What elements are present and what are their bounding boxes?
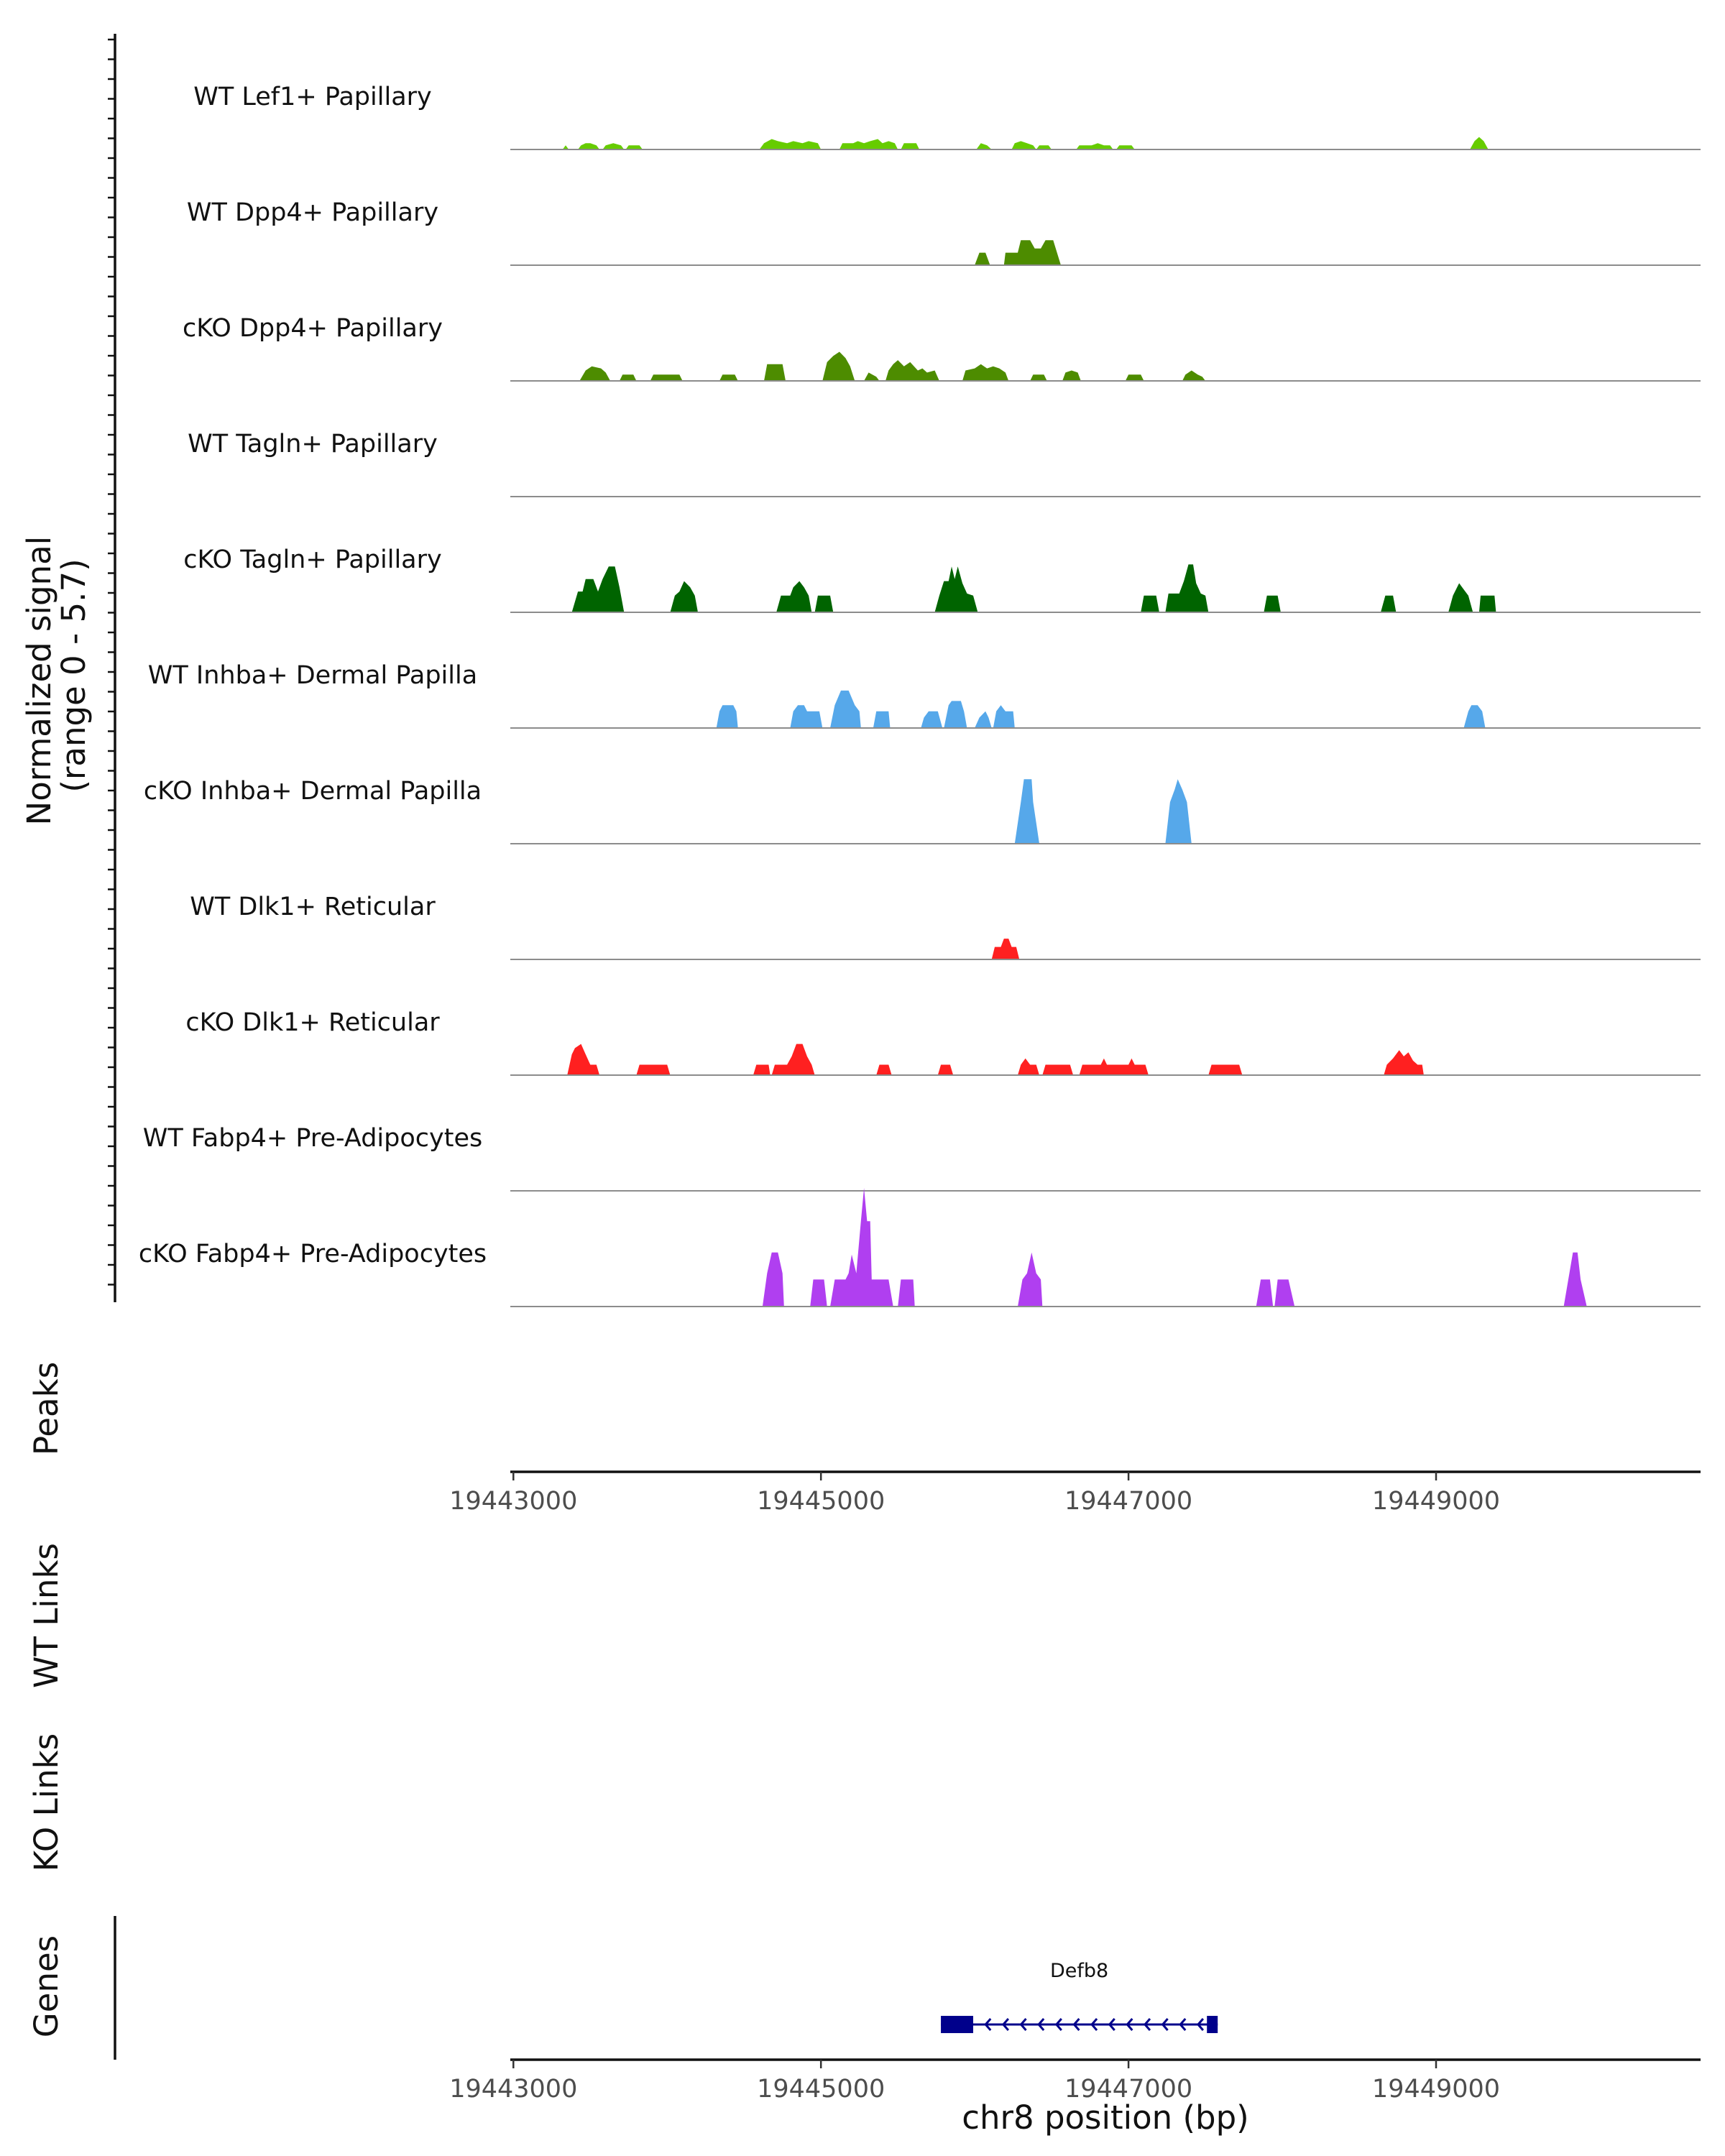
x-tick-label: 19445000 <box>757 2075 885 2104</box>
coverage-tracks: WT Lef1+ Papillary WT Dpp4+ Papillary cKO … <box>139 83 1701 1307</box>
track-label: cKO Dlk1+ Reticular <box>185 1008 440 1037</box>
track-cko-tagln-papillary: cKO Tagln+ Papillary <box>183 545 1701 613</box>
track-label: WT Inhba+ Dermal Papilla <box>148 661 477 690</box>
coverage-area <box>567 1044 1424 1075</box>
strand-arrow <box>1090 2018 1098 2031</box>
genes-panel-title: Genes <box>27 1935 65 2037</box>
signal-y-axis-title: Normalized signal (range 0 - 5.7) <box>20 526 93 826</box>
coverage-area <box>716 690 1486 728</box>
coverage-area <box>991 939 1020 959</box>
strand-arrow <box>1161 2018 1169 2031</box>
x-tick-label: 19449000 <box>1372 1487 1500 1516</box>
gene-label: Defb8 <box>1050 1960 1108 1982</box>
coverage-area <box>1014 779 1192 844</box>
signal-y-axis-title-line1: Normalized signal <box>20 536 58 826</box>
ko-links-panel-title: KO Links <box>27 1733 65 1871</box>
track-wt-dlk1-reticular: WT Dlk1+ Reticular <box>190 893 1701 960</box>
track-label: cKO Fabp4+ Pre-Adipocytes <box>139 1240 487 1268</box>
gene-exon <box>1207 2016 1218 2033</box>
x-tick-label: 19447000 <box>1064 1487 1192 1516</box>
peaks-x-axis: 19443000 19445000 19447000 19449000 <box>449 1470 1701 1516</box>
coverage-area <box>762 1188 1587 1307</box>
track-label: WT Lef1+ Papillary <box>193 83 432 111</box>
strand-arrow <box>1126 2018 1133 2031</box>
track-wt-dpp4-papillary: WT Dpp4+ Papillary <box>187 198 1701 266</box>
track-wt-inhba-dermal-papilla: WT Inhba+ Dermal Papilla <box>148 661 1701 729</box>
gene-annotation: Defb8 <box>941 1960 1218 2033</box>
x-axis-title: chr8 position (bp) <box>962 2099 1249 2137</box>
strand-arrow <box>1001 2018 1010 2031</box>
track-label: cKO Tagln+ Papillary <box>183 545 442 574</box>
signal-y-axis-ticks <box>108 38 115 1286</box>
strand-arrow <box>1143 2018 1151 2031</box>
track-label: WT Fabp4+ Pre-Adipocytes <box>143 1124 482 1153</box>
track-label: WT Tagln+ Papillary <box>188 430 438 459</box>
strand-arrow <box>984 2018 992 2031</box>
track-label: WT Dlk1+ Reticular <box>190 893 436 921</box>
x-tick-label: 19449000 <box>1372 2075 1500 2104</box>
peaks-panel-title: Peaks <box>27 1362 65 1455</box>
gene-exon <box>941 2016 973 2033</box>
strand-arrow <box>1072 2018 1080 2031</box>
track-cko-dpp4-papillary: cKO Dpp4+ Papillary <box>183 314 1701 382</box>
strand-arrow <box>1037 2018 1045 2031</box>
coverage-area <box>975 240 1061 265</box>
strand-arrow <box>1019 2018 1027 2031</box>
track-wt-lef1-papillary: WT Lef1+ Papillary <box>193 83 1701 150</box>
wt-links-panel-title: WT Links <box>27 1543 65 1688</box>
genes-x-axis: 19443000 19445000 19447000 19449000 <box>449 2058 1701 2104</box>
signal-y-axis-title-line2: (range 0 - 5.7) <box>55 558 93 792</box>
x-tick-label: 19445000 <box>757 1487 885 1516</box>
coverage-area <box>562 137 1489 149</box>
x-tick-label: 19443000 <box>449 2075 577 2104</box>
strand-arrow <box>1108 2018 1116 2031</box>
strand-arrow <box>1196 2018 1205 2031</box>
coverage-area <box>579 351 1206 381</box>
strand-arrow <box>1054 2018 1062 2031</box>
coverage-area <box>571 564 1496 612</box>
track-cko-dlk1-reticular: cKO Dlk1+ Reticular <box>185 1008 1701 1076</box>
track-label: WT Dpp4+ Papillary <box>187 198 438 227</box>
x-tick-label: 19443000 <box>449 1487 577 1516</box>
track-label: cKO Inhba+ Dermal Papilla <box>144 777 482 806</box>
strand-arrow <box>1179 2018 1187 2031</box>
x-tick-label: 19447000 <box>1064 2075 1192 2104</box>
track-wt-fabp4-pre-adipocytes: WT Fabp4+ Pre-Adipocytes <box>143 1124 1701 1192</box>
track-cko-inhba-dermal-papilla: cKO Inhba+ Dermal Papilla <box>144 777 1701 844</box>
track-wt-tagln-papillary: WT Tagln+ Papillary <box>188 430 1701 497</box>
track-cko-fabp4-pre-adipocytes: cKO Fabp4+ Pre-Adipocytes <box>139 1188 1701 1307</box>
track-label: cKO Dpp4+ Papillary <box>183 314 443 343</box>
